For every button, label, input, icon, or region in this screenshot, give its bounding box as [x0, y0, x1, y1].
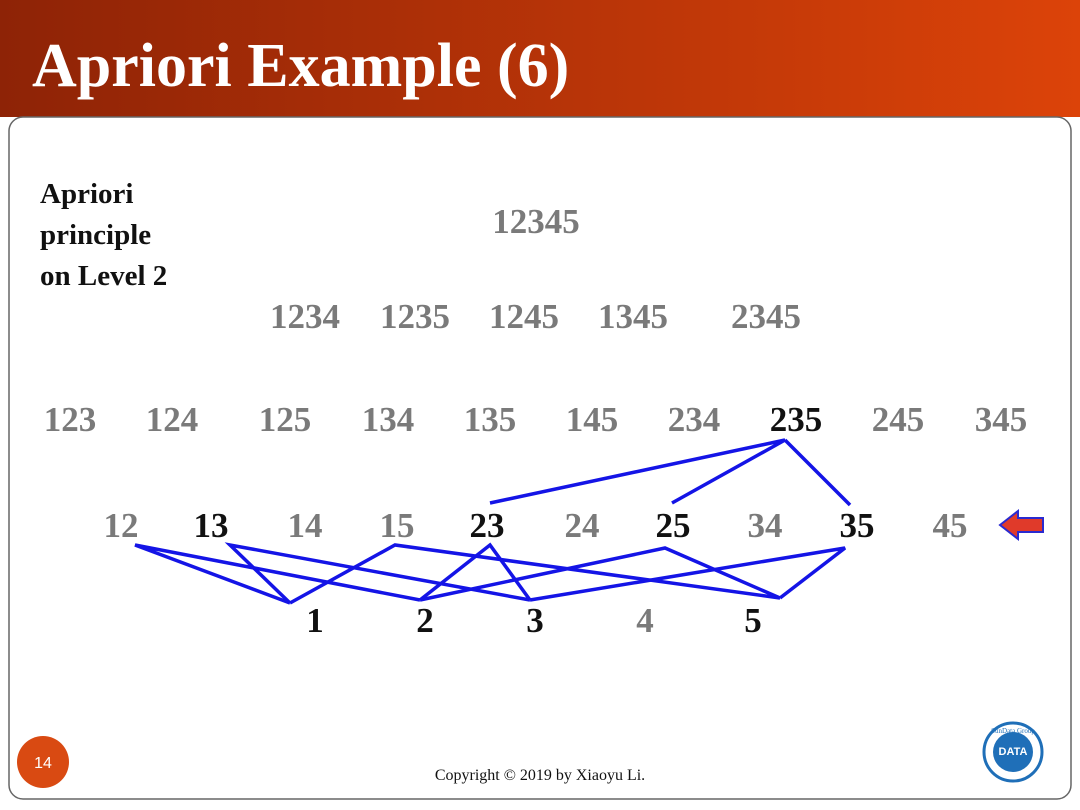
itemset: 24: [565, 506, 600, 545]
itemset: 23: [470, 506, 505, 545]
itemset: 14: [288, 506, 323, 545]
edge: [418, 542, 532, 602]
itemset: 12: [104, 506, 139, 545]
slide-frame: [8, 116, 1072, 800]
itemset: 15: [380, 506, 415, 545]
note: Apriori principle on Level 2: [40, 178, 167, 292]
edge: [529, 546, 847, 602]
itemset: 13: [194, 506, 229, 545]
itemset: 234: [668, 400, 721, 439]
itemset: 1234: [270, 297, 340, 336]
copyright: Copyright © 2019 by Xiaoyu Li.: [435, 767, 645, 784]
page-badge: [17, 736, 69, 788]
edge: [134, 543, 421, 605]
itemset: 145: [566, 400, 619, 439]
itemsets: 12345 1234 1235 1245 1345 2345 123 124 1…: [44, 202, 1028, 640]
header-bar: [0, 0, 1080, 117]
edge: [224, 542, 531, 605]
itemset: 1345: [598, 297, 668, 336]
note-line: Apriori: [40, 178, 133, 210]
itemset: 123: [44, 400, 97, 439]
logo-text: DATA: [999, 746, 1028, 758]
page-number: 14: [34, 755, 52, 772]
itemset: 124: [146, 400, 199, 439]
itemset: 4: [636, 601, 654, 640]
itemset: 235: [770, 400, 823, 439]
itemset: 345: [975, 400, 1028, 439]
logo-core: [993, 732, 1033, 772]
itemset: 12345: [492, 202, 580, 241]
itemset: 2: [416, 601, 434, 640]
itemset: 45: [933, 506, 968, 545]
itemset: 1: [306, 601, 324, 640]
itemset: 25: [656, 506, 691, 545]
itemset: 1235: [380, 297, 450, 336]
edge: [419, 546, 781, 602]
itemset: 3: [526, 601, 544, 640]
edges: [134, 438, 852, 605]
itemset: 34: [748, 506, 783, 545]
itemset: 5: [744, 601, 762, 640]
itemset: 1245: [489, 297, 559, 336]
edge: [489, 438, 786, 505]
itemset: 125: [259, 400, 312, 439]
logo-ring-text: SunData Group: [991, 727, 1035, 735]
edge: [783, 438, 852, 507]
itemset: 135: [464, 400, 517, 439]
slide-title: Apriori Example (6): [32, 32, 569, 100]
itemset: 35: [840, 506, 875, 545]
arrow: [998, 508, 1044, 542]
itemset: 2345: [731, 297, 801, 336]
itemset: 245: [872, 400, 925, 439]
itemset: 134: [362, 400, 415, 439]
logo: SunData Group DATA: [982, 721, 1044, 783]
note-line: on Level 2: [40, 260, 167, 292]
note-line: principle: [40, 219, 151, 251]
